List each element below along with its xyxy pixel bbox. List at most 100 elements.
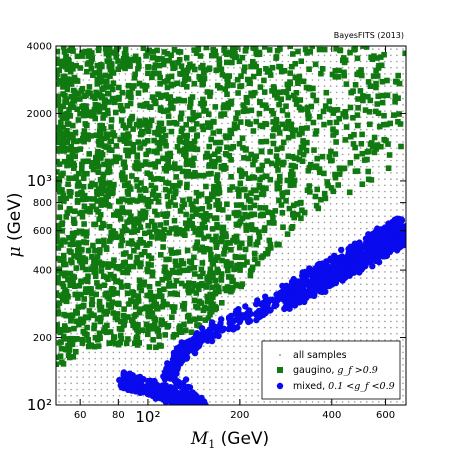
gaugino-point (142, 230, 148, 237)
gaugino-point (144, 138, 151, 144)
gaugino-point (85, 132, 91, 138)
all-samples-point (251, 141, 253, 143)
gaugino-point (136, 118, 142, 124)
all-samples-point (106, 388, 109, 391)
all-samples-point (233, 91, 235, 94)
all-samples-point (160, 364, 163, 366)
all-samples-point (82, 351, 84, 354)
gaugino-point (273, 55, 279, 61)
all-samples-point (251, 147, 253, 149)
gaugino-point (62, 346, 69, 353)
all-samples-point (112, 364, 115, 366)
gaugino-point (242, 48, 249, 54)
all-samples-point (203, 370, 205, 372)
all-samples-point (58, 370, 60, 372)
all-samples-point (390, 178, 392, 180)
gaugino-point (209, 284, 215, 291)
gaugino-point (85, 135, 91, 142)
gaugino-point (224, 59, 230, 66)
all-samples-point (130, 339, 133, 341)
all-samples-point (124, 277, 127, 279)
gaugino-point (79, 264, 86, 271)
all-samples-point (293, 116, 296, 118)
all-samples-point (384, 289, 386, 292)
all-samples-point (299, 234, 302, 236)
all-samples-point (269, 147, 272, 149)
gaugino-point (145, 222, 151, 229)
all-samples-point (275, 203, 278, 205)
all-samples-point (88, 364, 90, 366)
gaugino-point (326, 98, 333, 104)
all-samples-point (372, 104, 374, 106)
gaugino-point (75, 179, 82, 186)
all-samples-point (118, 190, 121, 193)
all-samples-point (76, 388, 78, 391)
gaugino-point (360, 97, 366, 104)
all-samples-point (118, 153, 121, 156)
gaugino-point (119, 205, 125, 211)
gaugino-point (97, 247, 103, 253)
all-samples-point (100, 376, 103, 378)
all-samples-point (396, 283, 398, 286)
gaugino-point (375, 93, 381, 99)
all-samples-point (197, 97, 199, 100)
all-samples-point (396, 320, 398, 323)
all-samples-point (209, 370, 211, 372)
gaugino-point (75, 90, 82, 97)
all-samples-point (203, 165, 205, 168)
gaugino-point (106, 223, 113, 230)
all-samples-point (233, 79, 235, 81)
all-samples-point (311, 221, 314, 224)
all-samples-point (118, 364, 121, 366)
all-samples-point (329, 234, 332, 236)
gaugino-point (329, 71, 336, 78)
gaugino-point (87, 183, 94, 190)
all-samples-point (118, 295, 121, 298)
all-samples-point (221, 172, 223, 174)
all-samples-point (353, 221, 356, 224)
gaugino-point (83, 276, 90, 283)
all-samples-point (347, 308, 350, 310)
all-samples-point (341, 339, 344, 341)
all-samples-point (275, 320, 278, 323)
all-samples-point (372, 184, 374, 187)
all-samples-point (203, 388, 205, 391)
all-samples-point (323, 339, 326, 341)
gaugino-point (113, 54, 119, 60)
all-samples-point (293, 320, 296, 323)
gaugino-point (56, 322, 60, 328)
all-samples-point (402, 252, 404, 255)
all-samples-point (233, 165, 235, 168)
gaugino-point (208, 308, 215, 315)
all-samples-point (390, 91, 392, 94)
all-samples-point (366, 333, 368, 335)
all-samples-point (402, 141, 404, 143)
all-samples-point (197, 357, 199, 360)
all-samples-point (390, 264, 392, 267)
all-samples-point (172, 153, 175, 156)
all-samples-point (136, 110, 139, 112)
all-samples-point (209, 264, 211, 267)
gaugino-point (322, 103, 329, 109)
gaugino-point (100, 176, 106, 182)
all-samples-point (76, 60, 78, 63)
all-samples-point (269, 326, 272, 329)
gaugino-point (73, 265, 80, 271)
gaugino-point (57, 130, 63, 137)
all-samples-point (396, 196, 398, 199)
gaugino-point (156, 62, 163, 69)
all-samples-point (239, 333, 241, 335)
all-samples-point (82, 73, 84, 75)
all-samples-point (390, 215, 392, 217)
all-samples-point (191, 277, 193, 279)
all-samples-point (118, 351, 121, 354)
all-samples-point (221, 351, 223, 354)
all-samples-point (136, 116, 139, 118)
gaugino-point (56, 169, 60, 175)
gaugino-point (79, 336, 86, 343)
all-samples-point (227, 401, 229, 403)
gaugino-point (120, 132, 127, 139)
all-samples-point (88, 215, 90, 217)
all-samples-point (245, 91, 247, 94)
gaugino-point (241, 155, 247, 161)
